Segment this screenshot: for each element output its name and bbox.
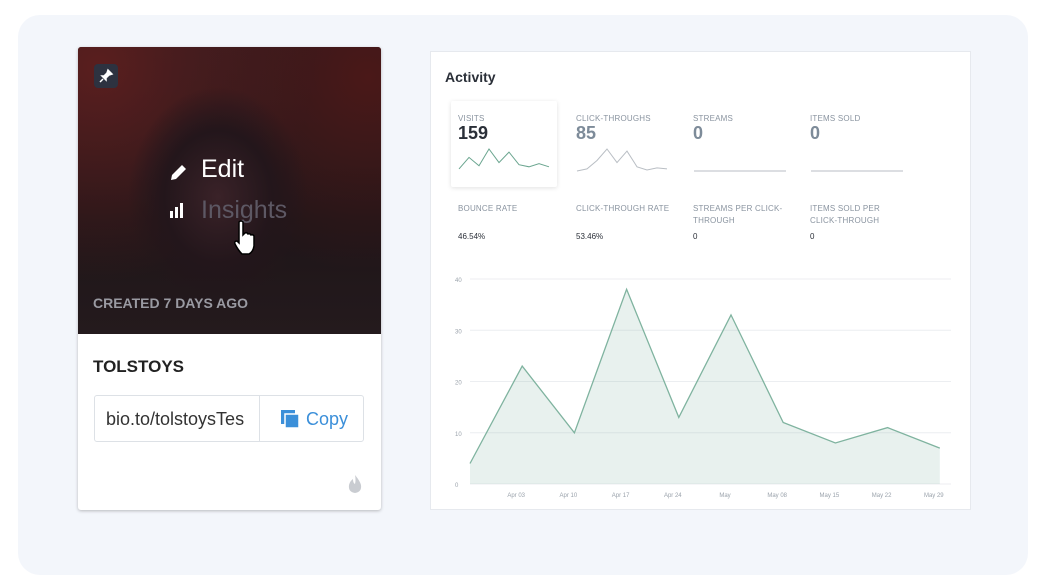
insights-action[interactable]: Insights bbox=[201, 196, 288, 224]
y-tick-label: 30 bbox=[455, 329, 462, 335]
sparkline bbox=[694, 170, 786, 172]
activity-title: Activity bbox=[445, 69, 496, 85]
created-label: CREATED 7 DAYS AGO bbox=[93, 295, 249, 311]
stat-label: STREAMS bbox=[693, 114, 734, 123]
stat-value: 85 bbox=[576, 123, 597, 143]
hand-cursor bbox=[234, 220, 255, 255]
stat-label: VISITS bbox=[458, 114, 485, 123]
rate-label: STREAMS PER CLICK-THROUGH bbox=[693, 204, 783, 225]
selected-stat bbox=[451, 101, 557, 187]
activity-chart: 0 10 20 30 40 Apr 03 Apr 10 Apr 17 Apr 24 May May … bbox=[455, 278, 951, 499]
stat-value: 0 bbox=[810, 123, 821, 143]
area-line bbox=[469, 287, 941, 464]
y-tick-label: 10 bbox=[455, 432, 462, 438]
y-tick-label: 40 bbox=[455, 278, 462, 284]
rate-value: 46.54% bbox=[458, 232, 486, 241]
sparkline bbox=[458, 148, 550, 170]
x-tick-label: May 15 bbox=[820, 493, 840, 499]
area-fill bbox=[470, 289, 940, 484]
edit-icon bbox=[171, 165, 186, 180]
copy-button[interactable]: Copy bbox=[260, 396, 364, 441]
x-tick-label: May bbox=[719, 493, 730, 499]
insights-icon bbox=[170, 203, 183, 218]
x-tick-label: May 08 bbox=[767, 493, 787, 499]
x-tick-label: Apr 10 bbox=[560, 493, 578, 499]
copy-label: Copy bbox=[306, 409, 349, 429]
x-tick-label: Apr 24 bbox=[664, 493, 682, 499]
sparkline-line bbox=[576, 148, 668, 172]
edit-action[interactable]: Edit bbox=[201, 155, 245, 183]
copy-icon bbox=[281, 410, 300, 429]
link-card: Edit Insights CREATED 7 DAYS AGO TOLSTOY… bbox=[78, 47, 381, 510]
sparkline bbox=[576, 148, 668, 172]
rate-label: CLICK-THROUGH RATE bbox=[576, 204, 670, 213]
pin-button[interactable] bbox=[94, 64, 118, 88]
rate-value: 0 bbox=[810, 232, 815, 241]
link-name: TOLSTOYS bbox=[93, 357, 185, 376]
cover-image[interactable]: Edit Insights CREATED 7 DAYS AGO bbox=[78, 47, 381, 334]
pin-icon bbox=[99, 68, 114, 83]
page: Edit Insights CREATED 7 DAYS AGO TOLSTOY… bbox=[18, 15, 1028, 575]
stat-label: ITEMS SOLD bbox=[810, 114, 861, 123]
activity-panel: Activity 0 10 20 30 40 Apr 03 Apr 10 Apr 17 Apr … bbox=[430, 51, 971, 510]
link-url[interactable]: bio.to/tolstoysTes bbox=[106, 409, 245, 429]
y-tick-label: 20 bbox=[455, 381, 462, 387]
x-tick-label: Apr 17 bbox=[612, 493, 630, 499]
rate-value: 53.46% bbox=[576, 232, 604, 241]
flame-icon bbox=[348, 475, 362, 493]
divider bbox=[259, 396, 260, 441]
rate-label: ITEMS SOLD PER CLICK-THROUGH bbox=[810, 204, 880, 225]
y-tick-label: 0 bbox=[455, 483, 459, 489]
stat-value: 0 bbox=[693, 123, 704, 143]
stat-label: CLICK-THROUGHS bbox=[576, 114, 651, 123]
rate-value: 0 bbox=[693, 232, 698, 241]
x-tick-label: May 22 bbox=[872, 493, 892, 499]
stat-value: 159 bbox=[458, 123, 489, 143]
x-tick-label: Apr 03 bbox=[507, 493, 525, 499]
sparkline-line bbox=[458, 148, 550, 170]
link-box: bio.to/tolstoysTes Copy bbox=[94, 395, 364, 442]
x-tick-label: May 29 bbox=[924, 493, 944, 499]
rate-label: BOUNCE RATE bbox=[458, 204, 518, 213]
sparkline bbox=[811, 170, 903, 172]
